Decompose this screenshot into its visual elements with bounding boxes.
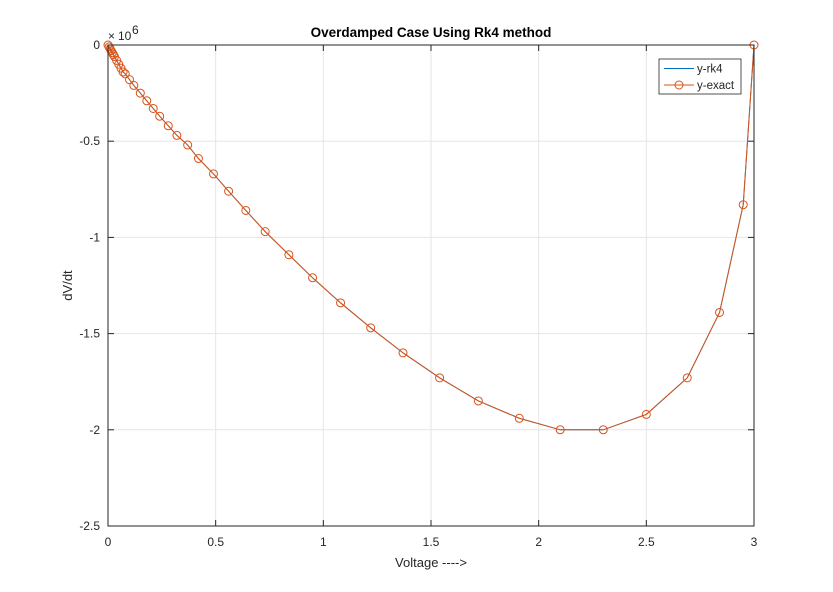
data-point-y-exact: [260, 227, 270, 237]
data-point-y-exact: [209, 169, 219, 179]
data-point-y-exact: [435, 373, 445, 383]
x-tick-label: 1: [320, 535, 327, 549]
y-tick-label: -1.5: [79, 327, 100, 341]
multiplier-exponent: 6: [132, 23, 139, 37]
legend-label-y-exact: y-exact: [697, 80, 735, 92]
data-point-y-exact: [241, 205, 251, 215]
legend-marker-y-exact: [674, 80, 684, 90]
x-tick-label: 0.5: [207, 535, 224, 549]
multiplier-base: 10: [118, 29, 132, 43]
y-tick-label: -0.5: [79, 134, 100, 148]
data-point-y-exact: [284, 250, 294, 260]
data-point-y-exact: [172, 130, 182, 140]
y-axis-multiplier: × 10 6: [108, 23, 139, 43]
series-line-y-exact: [107, 44, 755, 431]
multiplier-times: ×: [108, 29, 115, 43]
data-point-y-exact: [366, 323, 376, 333]
data-point-y-exact: [682, 373, 692, 383]
data-point-y-exact: [473, 396, 483, 406]
data-point-y-exact: [641, 409, 651, 419]
data-point-y-exact: [163, 121, 173, 131]
y-tick-labels: 0 -0.5 -1 -1.5 -2 -2.5: [79, 38, 100, 533]
data-point-y-exact: [738, 200, 748, 210]
legend: y-rk4 y-exact: [658, 58, 742, 95]
data-point-y-exact: [193, 154, 203, 164]
x-tick-label: 2.5: [638, 535, 655, 549]
data-point-y-exact: [514, 413, 524, 423]
data-point-y-exact: [148, 103, 158, 113]
y-tick-label: -1: [89, 230, 100, 244]
tick-marks: [107, 44, 755, 527]
data-point-y-exact: [120, 69, 130, 79]
x-tick-label: 0: [105, 535, 112, 549]
data-point-y-exact: [129, 80, 139, 90]
data-point-y-exact: [135, 88, 145, 98]
data-point-y-exact: [224, 186, 234, 196]
y-axis-label: dV/dt: [60, 270, 75, 301]
data-point-y-exact: [125, 75, 135, 85]
x-tick-labels: 0 0.5 1 1.5 2 2.5 3: [105, 535, 758, 549]
data-point-y-exact: [555, 425, 565, 435]
data-point-y-exact: [336, 298, 346, 308]
y-tick-label: -2.5: [79, 519, 100, 533]
data-point-y-exact: [398, 348, 408, 358]
data-point-y-exact: [598, 425, 608, 435]
legend-box: [658, 58, 742, 95]
data-point-y-exact: [308, 273, 318, 283]
x-axis-label: Voltage ---->: [395, 555, 467, 570]
data-point-y-exact: [183, 140, 193, 150]
data-point-y-exact: [118, 67, 128, 77]
data-point-y-exact: [155, 111, 165, 121]
x-tick-label: 2: [535, 535, 542, 549]
x-tick-label: 1.5: [423, 535, 440, 549]
chart-title: Overdamped Case Using Rk4 method: [311, 25, 552, 40]
data-point-y-exact: [142, 96, 152, 106]
y-tick-label: 0: [93, 38, 100, 52]
y-tick-label: -2: [89, 423, 100, 437]
legend-label-y-rk4: y-rk4: [697, 64, 723, 76]
data-point-y-exact: [715, 307, 725, 317]
x-tick-label: 3: [751, 535, 758, 549]
